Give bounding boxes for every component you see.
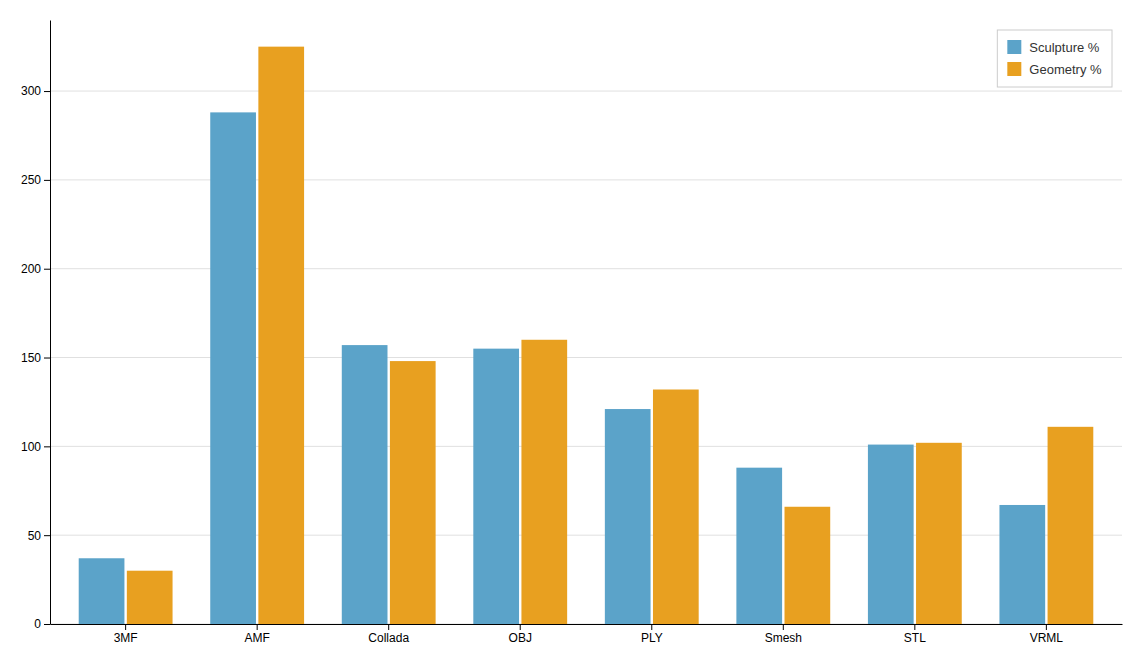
y-tick-mark [44, 180, 50, 181]
y-tick: 0 [34, 617, 50, 631]
y-tick-label: 250 [21, 173, 41, 187]
y-tick-mark [44, 446, 50, 447]
x-tick: VRML [1030, 624, 1064, 645]
chart: 0 50 100 150 200 250 300 3MF AMF Collada OBJ PLY Sme… [0, 0, 1142, 664]
y-tick-label: 100 [21, 440, 41, 454]
bar [868, 445, 914, 624]
bar [916, 443, 962, 624]
x-tick-mark [783, 624, 784, 630]
x-tick-mark [520, 624, 521, 630]
legend-frame [997, 30, 1112, 87]
legend-label: Geometry % [1029, 62, 1102, 77]
x-axis: 3MF AMF Collada OBJ PLY Smesh STL VRML [51, 624, 1123, 645]
bar [785, 507, 831, 624]
legend-label: Sculpture % [1029, 40, 1100, 55]
bar [258, 47, 304, 624]
bar [79, 558, 125, 624]
y-tick-label: 300 [21, 84, 41, 98]
bar [210, 112, 256, 624]
x-tick-mark [1046, 624, 1047, 630]
bar [605, 409, 651, 624]
x-tick-label: Smesh [765, 631, 802, 645]
bar [999, 505, 1045, 624]
bar [127, 571, 173, 624]
y-tick: 100 [21, 440, 50, 454]
grid-line [50, 91, 1122, 92]
x-tick-label: STL [904, 631, 926, 645]
x-tick-mark [651, 624, 652, 630]
y-tick: 300 [21, 84, 50, 98]
bar [473, 349, 519, 624]
y-tick: 150 [21, 351, 50, 365]
bar [1048, 427, 1094, 624]
legend-swatch [1007, 40, 1021, 54]
y-tick: 50 [28, 529, 50, 543]
plot: 0 50 100 150 200 250 300 3MF AMF Collada OBJ PLY Sme… [21, 21, 1123, 645]
legend-swatch [1007, 62, 1021, 76]
x-tick-mark [388, 624, 389, 630]
x-tick: 3MF [114, 624, 138, 645]
x-tick-label: PLY [641, 631, 663, 645]
x-tick-label: Collada [368, 631, 409, 645]
y-tick-mark [44, 535, 50, 536]
y-tick-label: 50 [28, 529, 42, 543]
bar [390, 361, 436, 624]
x-tick-label: AMF [244, 631, 269, 645]
y-axis: 0 50 100 150 200 250 300 [21, 21, 51, 632]
y-tick-label: 150 [21, 351, 41, 365]
x-tick-mark [914, 624, 915, 630]
bar [521, 340, 567, 624]
x-tick-label: OBJ [509, 631, 532, 645]
x-tick: Collada [368, 624, 409, 645]
y-tick-mark [44, 624, 50, 625]
x-axis-line [51, 624, 1123, 625]
x-tick-label: VRML [1030, 631, 1064, 645]
bars [79, 47, 1094, 624]
y-tick-label: 0 [34, 617, 41, 631]
x-tick: STL [904, 624, 926, 645]
x-tick: OBJ [509, 624, 532, 645]
legend-item: Sculpture % [1007, 40, 1100, 55]
bar-series [127, 47, 1093, 624]
bar [342, 345, 388, 624]
y-tick-label: 200 [21, 262, 41, 276]
y-tick-mark [44, 358, 50, 359]
y-axis-line [50, 21, 51, 625]
bar [736, 468, 782, 624]
legend-items: Sculpture % Geometry % [1007, 40, 1102, 77]
y-tick-mark [44, 91, 50, 92]
x-tick-mark [125, 624, 126, 630]
bar [653, 390, 699, 624]
y-tick: 250 [21, 173, 50, 187]
x-tick: Smesh [765, 624, 802, 645]
x-tick-mark [257, 624, 258, 630]
grid [50, 91, 1122, 624]
legend-item: Geometry % [1007, 62, 1102, 77]
x-tick-label: 3MF [114, 631, 138, 645]
x-tick: PLY [641, 624, 663, 645]
x-tick: AMF [244, 624, 269, 645]
y-tick: 200 [21, 262, 50, 276]
legend: Sculpture % Geometry % [997, 30, 1112, 87]
bar-series [79, 112, 1045, 624]
y-tick-mark [44, 269, 50, 270]
